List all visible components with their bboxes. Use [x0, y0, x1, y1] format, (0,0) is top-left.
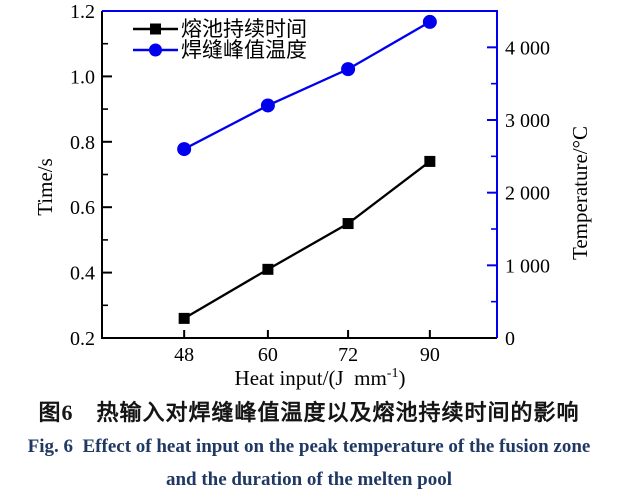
legend-item-temperature: 焊缝峰值温度 [133, 38, 307, 62]
y-tick-label-left: 0.2 [70, 328, 95, 350]
data-point-circle [341, 62, 356, 77]
caption-chinese: 图6 热输入对焊缝峰值温度以及熔池持续时间的影响 [38, 400, 580, 425]
data-point-square [424, 155, 436, 167]
series-temperature [177, 14, 437, 157]
data-point-circle [260, 98, 275, 113]
y-tick-label-right: 4 000 [505, 37, 550, 59]
x-tick-label: 72 [338, 344, 358, 366]
x-axis-label-close: ) [398, 366, 405, 390]
y-tick-label-right: 0 [505, 328, 515, 350]
data-point-circle [422, 14, 437, 29]
legend-label-temperature: 焊缝峰值温度 [181, 38, 307, 62]
y-tick-label-left: 0.4 [70, 263, 95, 285]
data-point-circle [177, 142, 192, 157]
y-axis-label-left: Time/s [33, 158, 57, 216]
series-line [183, 20, 431, 151]
y-tick-label-left: 1.2 [70, 1, 95, 23]
x-tick-label: 90 [420, 344, 440, 366]
x-tick-label: 60 [258, 344, 278, 366]
x-axis-ticks: 48 60 72 90 [174, 330, 440, 366]
y-tick-label-right: 3 000 [505, 110, 550, 132]
legend-square-marker-icon [150, 23, 161, 35]
chart-generated: 0.2 0.4 0.6 0.8 1.0 1.2 0 1 000 2 000 3 000 4 000 4… [70, 1, 550, 366]
y-axis-ticks-left: 0.2 0.4 0.6 0.8 1.0 1.2 [70, 1, 112, 350]
legend-label-duration: 熔池持续时间 [181, 17, 307, 41]
axis-border-black [101, 11, 497, 339]
y-tick-label-left: 0.8 [70, 132, 95, 154]
legend-circle-marker-icon [149, 43, 162, 57]
y-tick-label-left: 1.0 [70, 66, 95, 88]
caption-english-line2: and the duration of the melten pool [165, 469, 453, 490]
axis-border-blue [102, 10, 498, 338]
y-axis-ticks-right: 0 1 000 2 000 3 000 4 000 [487, 10, 550, 350]
x-tick-label: 48 [174, 344, 194, 366]
y-tick-label-right: 2 000 [505, 183, 550, 205]
y-axis-label-right: Temperature/°C [568, 126, 592, 260]
caption-english-line1: Fig. 6 Effect of heat input on the peak … [27, 436, 591, 457]
data-point-square [178, 312, 190, 324]
line-chart: 0.2 0.4 0.6 0.8 1.0 1.2 0 1 000 2 000 3 000 4 000 4… [33, 1, 592, 390]
series-duration [178, 155, 436, 324]
y-tick-label-left: 0.6 [70, 197, 95, 219]
series-line [183, 160, 431, 320]
data-point-square [342, 218, 354, 230]
legend-item-duration: 熔池持续时间 [133, 17, 307, 41]
x-axis-label-main: Heat input/(J mm [235, 366, 387, 390]
x-axis-label: Heat input/(J mm-1) [235, 366, 406, 390]
legend: 熔池持续时间 焊缝峰值温度 [133, 17, 307, 62]
x-axis-label-superscript: -1 [387, 366, 399, 381]
data-point-square [262, 263, 274, 275]
y-tick-label-right: 1 000 [505, 255, 550, 277]
